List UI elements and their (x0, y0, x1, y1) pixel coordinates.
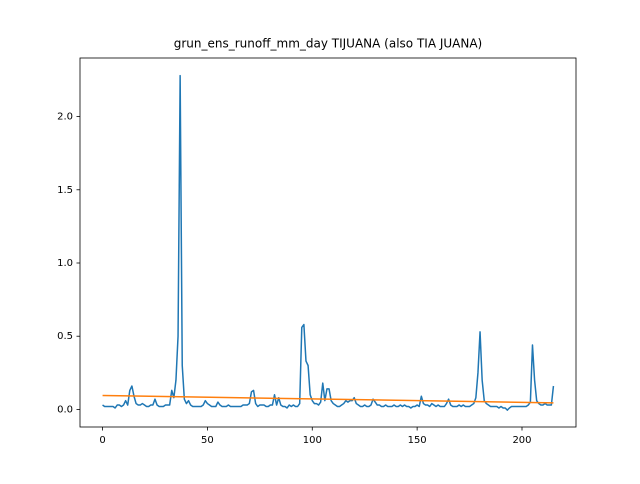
chart-title: grun_ens_runoff_mm_day TIJUANA (also TIA… (174, 37, 483, 51)
data-line (102, 394, 554, 404)
y-tick-label: 0.0 (57, 404, 73, 415)
x-tick-label: 150 (408, 435, 427, 446)
data-line (102, 74, 555, 411)
y-tick-label: 1.0 (57, 258, 73, 269)
x-tick-label: 200 (512, 435, 531, 446)
y-tick-label: 0.5 (57, 331, 73, 342)
x-tick-label: 0 (99, 435, 105, 446)
y-tick-label: 2.0 (57, 112, 73, 123)
x-tick-label: 100 (303, 435, 322, 446)
y-tick-label: 1.5 (57, 185, 73, 196)
x-tick-label: 50 (201, 435, 214, 446)
plot-frame (79, 57, 577, 428)
